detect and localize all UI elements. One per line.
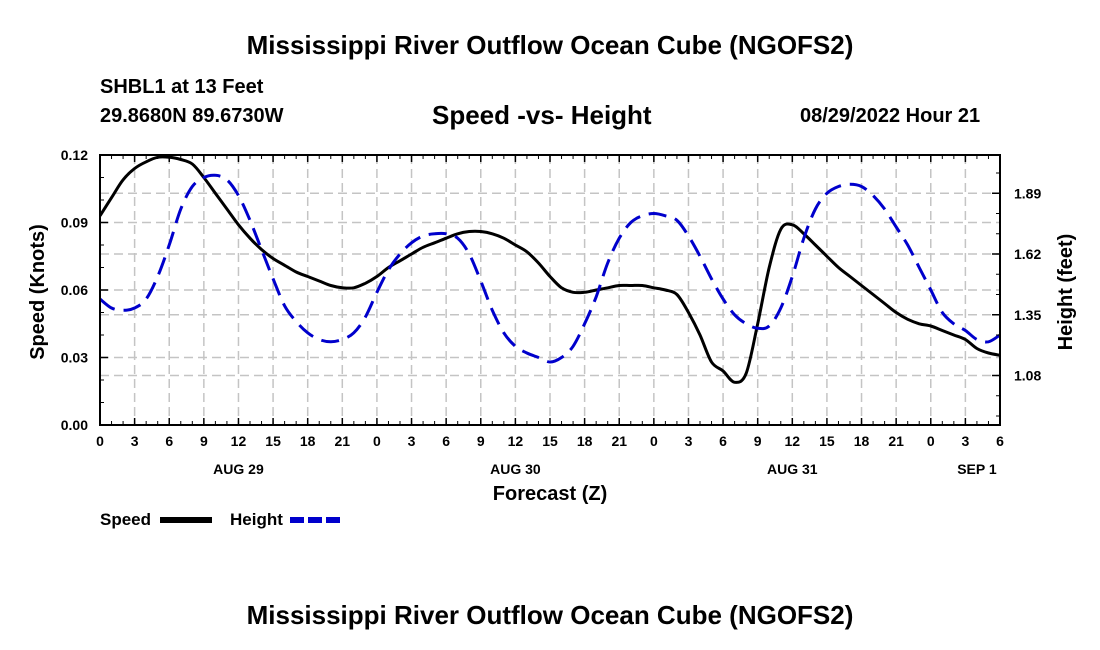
second-chart-title: Mississippi River Outflow Ocean Cube (NG…: [246, 600, 854, 630]
legend-speed-label: Speed: [100, 510, 151, 529]
x-tick-label: 12: [231, 433, 247, 449]
x-tick-label: 3: [685, 433, 693, 449]
y-tick-label: 0.09: [61, 215, 88, 231]
x-tick-label: 6: [719, 433, 727, 449]
y2-tick-label: 1.08: [1014, 368, 1041, 384]
series-line-speed: [100, 155, 1000, 384]
x-tick-label: 0: [927, 433, 935, 449]
x-tick-label: 21: [611, 433, 627, 449]
x-tick-label: 21: [335, 433, 351, 449]
y2-axis-title: Height (feet): [1055, 234, 1077, 351]
x-tick-label: 0: [96, 433, 104, 449]
x-tick-label: 6: [442, 433, 450, 449]
x-tick-label: 6: [996, 433, 1004, 449]
x-tick-label: 15: [819, 433, 835, 449]
x-tick-label: 9: [754, 433, 762, 449]
y2-tick-label: 1.89: [1014, 185, 1041, 201]
x-tick-label: 12: [785, 433, 801, 449]
x-tick-label: 6: [165, 433, 173, 449]
x-tick-label: 12: [508, 433, 524, 449]
x-tick-label: 3: [961, 433, 969, 449]
x-tick-label: 18: [300, 433, 316, 449]
date-label: AUG 30: [490, 461, 541, 477]
x-tick-label: 9: [477, 433, 485, 449]
chart-main-title: Mississippi River Outflow Ocean Cube (NG…: [246, 30, 854, 60]
y2-tick-label: 1.62: [1014, 246, 1041, 262]
y-tick-label: 0.12: [61, 147, 88, 163]
x-tick-label: 0: [650, 433, 658, 449]
station-label: SHBL1 at 13 Feet: [100, 76, 264, 98]
legend-height-label: Height: [230, 510, 283, 529]
x-tick-label: 18: [577, 433, 593, 449]
x-tick-label: 3: [408, 433, 416, 449]
chart-subtitle: Speed -vs- Height: [432, 100, 652, 130]
x-tick-label: 9: [200, 433, 208, 449]
y-tick-label: 0.03: [61, 350, 88, 366]
axis-ticks: 0 3 6 9 12 15 18 21 0 3 6 9 12 15 18 21 0 3 6 9 12 15 18 21 0 3 6 A…: [61, 147, 1042, 477]
y2-tick-label: 1.35: [1014, 307, 1041, 323]
series-group: [100, 155, 1000, 384]
y-tick-label: 0.06: [61, 282, 88, 298]
date-label: AUG 31: [767, 461, 818, 477]
date-label: AUG 29: [213, 461, 264, 477]
x-tick-label: 18: [854, 433, 870, 449]
y-axis-title: Speed (Knots): [27, 224, 49, 360]
series-line-height: [100, 173, 1000, 364]
x-axis-title: Forecast (Z): [493, 483, 607, 505]
x-tick-label: 15: [542, 433, 558, 449]
forecast-timestamp: 08/29/2022 Hour 21: [800, 105, 981, 127]
x-tick-label: 21: [888, 433, 904, 449]
x-tick-label: 15: [265, 433, 281, 449]
station-coordinates: 29.8680N 89.6730W: [100, 105, 284, 127]
date-label: SEP 1: [957, 461, 997, 477]
legend: Speed Height: [100, 510, 342, 529]
x-tick-label: 0: [373, 433, 381, 449]
x-tick-label: 3: [131, 433, 139, 449]
y-tick-label: 0.00: [61, 417, 88, 433]
grid-lines: [100, 155, 1000, 425]
